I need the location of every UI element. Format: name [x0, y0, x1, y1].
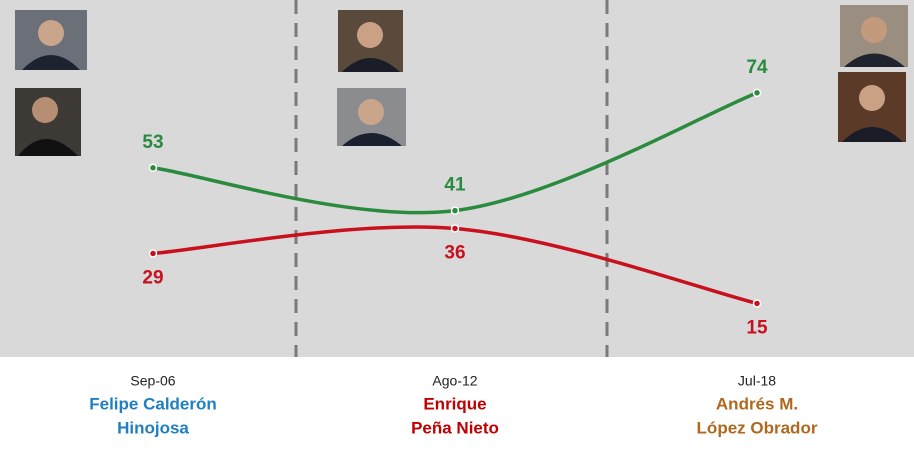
photo [338, 10, 403, 72]
plot-background [0, 0, 914, 357]
x-tick-label: Sep-06 [130, 373, 175, 389]
photo [15, 10, 87, 70]
photo [838, 72, 906, 142]
x-tick-label: Ago-12 [432, 373, 477, 389]
photo [15, 88, 81, 156]
photo [840, 5, 908, 67]
winner-name: Peña Nieto [411, 418, 499, 437]
photos [15, 5, 908, 156]
winner-name: Felipe Calderón [89, 394, 217, 413]
point [450, 206, 460, 215]
data-label: 15 [746, 317, 768, 338]
winner-name: Hinojosa [117, 418, 189, 437]
data-label: 53 [142, 132, 163, 153]
point [450, 224, 460, 233]
data-label: 74 [746, 57, 768, 78]
point [752, 299, 762, 308]
point [752, 88, 762, 98]
x-tick-label: Jul-18 [738, 373, 776, 389]
winner-name: López Obrador [697, 418, 818, 437]
winner-name: Enrique [423, 394, 486, 413]
data-label: 36 [444, 242, 465, 263]
photo [337, 88, 406, 146]
point [148, 249, 158, 258]
data-label: 29 [142, 267, 163, 288]
data-label: 41 [444, 175, 466, 196]
winner-name: Andrés M. [716, 394, 798, 413]
point [148, 163, 158, 173]
